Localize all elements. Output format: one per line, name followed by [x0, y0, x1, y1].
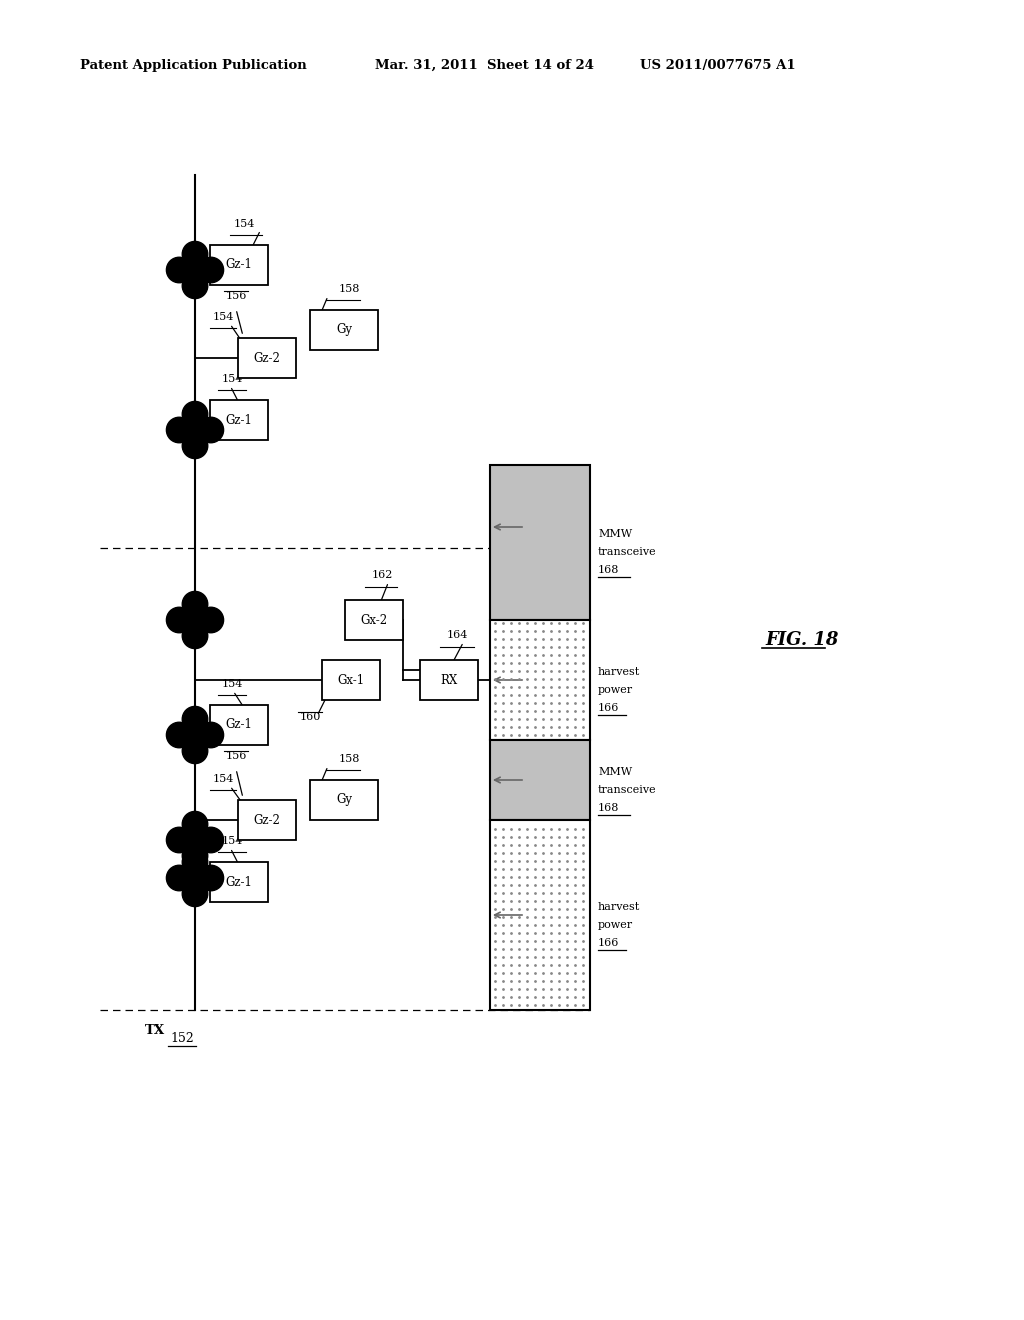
Bar — [210, 705, 268, 744]
Bar — [490, 741, 590, 820]
Circle shape — [182, 433, 208, 458]
Text: 154: 154 — [212, 774, 233, 784]
Text: Gz-1: Gz-1 — [225, 718, 253, 731]
Bar — [420, 660, 478, 700]
Bar — [310, 780, 378, 820]
Circle shape — [182, 591, 208, 616]
Text: 166: 166 — [598, 939, 620, 948]
Text: 158: 158 — [338, 284, 359, 294]
Text: 162: 162 — [372, 570, 392, 579]
Text: TX: TX — [145, 1023, 165, 1036]
Text: 154: 154 — [221, 678, 243, 689]
Bar — [210, 400, 268, 440]
Text: Gz-1: Gz-1 — [225, 875, 253, 888]
Text: Gy: Gy — [336, 793, 352, 807]
Text: 168: 168 — [598, 803, 620, 813]
Circle shape — [166, 417, 191, 442]
Circle shape — [166, 607, 191, 632]
Circle shape — [188, 614, 202, 627]
Text: 158: 158 — [338, 754, 359, 764]
Text: transceive: transceive — [598, 785, 656, 795]
Text: 156: 156 — [225, 290, 247, 301]
Text: 154: 154 — [212, 312, 233, 322]
Circle shape — [198, 865, 223, 891]
Text: Gy: Gy — [336, 323, 352, 337]
Text: Mar. 31, 2011  Sheet 14 of 24: Mar. 31, 2011 Sheet 14 of 24 — [375, 58, 594, 71]
Text: power: power — [598, 685, 633, 696]
Text: 156: 156 — [225, 751, 247, 762]
Bar — [345, 601, 403, 640]
Circle shape — [182, 880, 208, 907]
Text: harvest: harvest — [598, 902, 640, 912]
Text: MMW: MMW — [598, 529, 632, 539]
Bar — [210, 862, 268, 902]
Circle shape — [188, 264, 202, 277]
Text: power: power — [598, 920, 633, 931]
Text: Gz-2: Gz-2 — [254, 813, 281, 826]
Bar — [210, 246, 268, 285]
Circle shape — [182, 706, 208, 731]
Circle shape — [198, 828, 223, 853]
Circle shape — [182, 738, 208, 763]
Bar — [490, 820, 590, 1010]
Text: transceive: transceive — [598, 546, 656, 557]
Text: 154: 154 — [233, 219, 255, 228]
Bar — [322, 660, 380, 700]
Text: Gz-1: Gz-1 — [225, 413, 253, 426]
Circle shape — [182, 843, 208, 869]
Bar — [490, 620, 590, 741]
Text: Gz-2: Gz-2 — [254, 351, 281, 364]
Text: MMW: MMW — [598, 767, 632, 777]
Bar — [490, 465, 590, 620]
Circle shape — [182, 401, 208, 426]
Circle shape — [182, 849, 208, 875]
Circle shape — [182, 273, 208, 298]
Circle shape — [198, 607, 223, 632]
Text: Patent Application Publication: Patent Application Publication — [80, 58, 307, 71]
Circle shape — [188, 871, 202, 884]
Text: Gx-2: Gx-2 — [360, 614, 387, 627]
Text: FIG. 18: FIG. 18 — [765, 631, 839, 649]
Bar — [238, 338, 296, 378]
Text: 154: 154 — [221, 836, 243, 846]
Circle shape — [166, 722, 191, 747]
Circle shape — [198, 417, 223, 442]
Text: 160: 160 — [299, 711, 321, 722]
Circle shape — [188, 424, 202, 437]
Text: RX: RX — [440, 673, 458, 686]
Circle shape — [166, 257, 191, 282]
Circle shape — [182, 242, 208, 267]
Circle shape — [182, 623, 208, 648]
Text: harvest: harvest — [598, 667, 640, 677]
Text: 166: 166 — [598, 704, 620, 713]
Bar — [310, 310, 378, 350]
Text: US 2011/0077675 A1: US 2011/0077675 A1 — [640, 58, 796, 71]
Text: 152: 152 — [170, 1031, 194, 1044]
Text: Gz-1: Gz-1 — [225, 259, 253, 272]
Circle shape — [182, 812, 208, 837]
Text: 154: 154 — [221, 374, 243, 384]
Circle shape — [198, 722, 223, 747]
Circle shape — [188, 833, 202, 846]
Circle shape — [198, 257, 223, 282]
Circle shape — [188, 729, 202, 742]
Text: 164: 164 — [446, 630, 468, 640]
Circle shape — [166, 828, 191, 853]
Bar — [238, 800, 296, 840]
Text: Gx-1: Gx-1 — [338, 673, 365, 686]
Text: 168: 168 — [598, 565, 620, 576]
Circle shape — [166, 865, 191, 891]
